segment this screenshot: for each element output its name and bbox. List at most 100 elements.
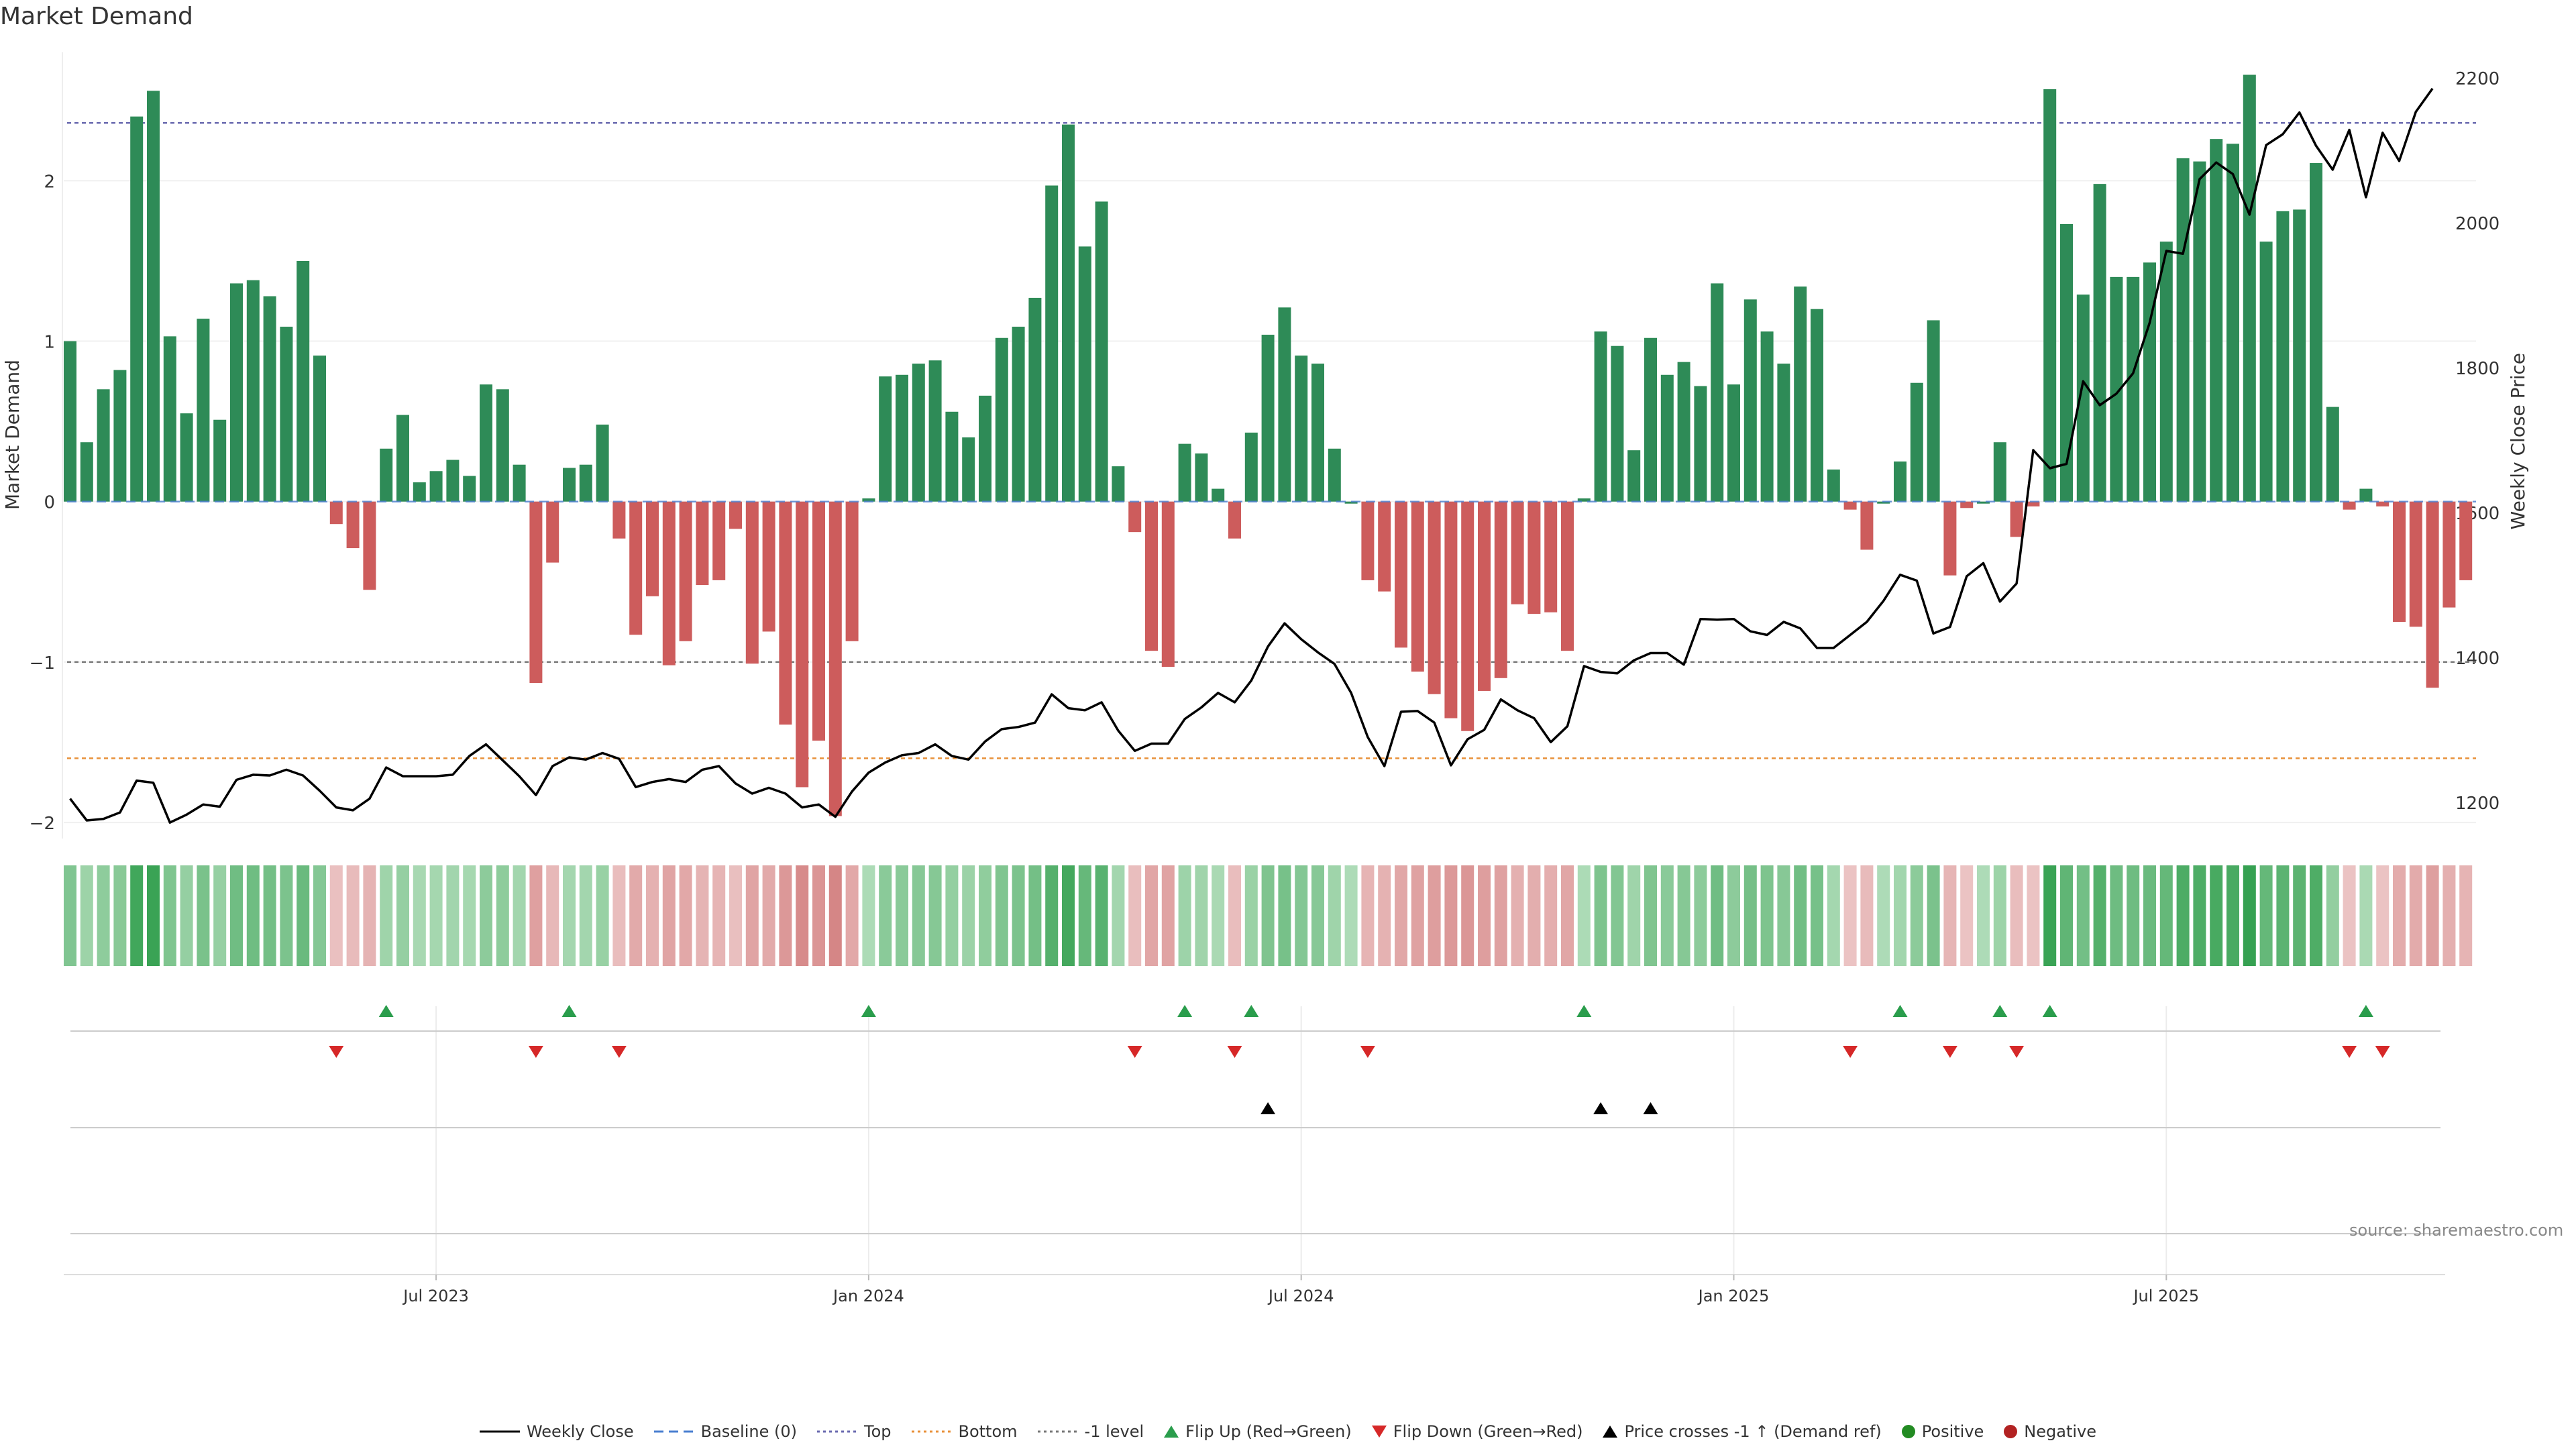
demand-bar	[1444, 501, 1458, 718]
y2-axis-label: Weekly Close Price	[2507, 353, 2529, 530]
demand-bar	[679, 501, 692, 641]
heat-cell	[313, 865, 326, 966]
demand-bar	[1378, 501, 1391, 592]
weekly-close-line	[69, 87, 2434, 824]
heat-cell	[928, 865, 942, 966]
heat-cell	[1361, 865, 1375, 966]
dot-green-icon	[1901, 1425, 1915, 1438]
heat-cell	[2143, 865, 2156, 966]
demand-bar	[1145, 501, 1158, 651]
heat-cell	[2193, 865, 2206, 966]
x-tick-label: Jul 2023	[402, 1287, 469, 1305]
y2-tick-label: 2000	[2455, 214, 2500, 234]
heat-cell	[1145, 865, 1158, 966]
heat-cell	[513, 865, 526, 966]
heat-cell	[1677, 865, 1690, 966]
demand-bar	[2426, 501, 2439, 688]
heat-cell	[2110, 865, 2123, 966]
heat-cell	[1660, 865, 1674, 966]
x-tick-label: Jul 2025	[2132, 1287, 2199, 1305]
demand-bar	[1644, 337, 1657, 502]
heat-cell	[2409, 865, 2422, 966]
heat-cell	[912, 865, 925, 966]
flip-down-marker	[611, 1046, 627, 1058]
demand-bar	[2210, 139, 2223, 502]
flip-down-marker	[2375, 1046, 2390, 1058]
heat-cell	[97, 865, 110, 966]
heat-cell	[546, 865, 559, 966]
demand-bar	[2060, 223, 2073, 502]
demand-bar	[2293, 209, 2306, 502]
heat-cell	[812, 865, 825, 966]
heat-cell	[80, 865, 93, 966]
demand-bar	[113, 370, 127, 502]
demand-bar	[2226, 144, 2239, 502]
heat-cell	[2060, 865, 2073, 966]
flip-up-marker	[1892, 1005, 1908, 1017]
demand-bar	[629, 501, 643, 635]
heat-cell	[662, 865, 676, 966]
heat-cell	[2459, 865, 2473, 966]
legend-item-top: Top	[817, 1422, 892, 1441]
demand-bar	[995, 337, 1008, 502]
heat-cell	[2359, 865, 2373, 966]
heat-cell	[64, 865, 76, 966]
x-tick-label: Jan 2025	[1697, 1287, 1770, 1305]
flip-up-marker	[2358, 1005, 2373, 1017]
heat-cell	[2326, 865, 2339, 966]
heat-cell	[1161, 865, 1175, 966]
demand-bar	[979, 395, 991, 502]
demand-bar	[1860, 501, 1874, 550]
demand-bar	[329, 501, 343, 525]
heat-cell	[762, 865, 775, 966]
legend-item-negative: Negative	[2004, 1422, 2096, 1441]
demand-bar	[696, 501, 709, 586]
heat-cell	[429, 865, 443, 966]
demand-bar	[1361, 501, 1375, 580]
heat-cell	[1611, 865, 1624, 966]
demand-bar	[1627, 450, 1641, 502]
heat-cell	[1244, 865, 1258, 966]
heat-cell	[1278, 865, 1291, 966]
demand-bar	[463, 476, 476, 502]
demand-bar	[712, 501, 726, 580]
chart-title: Market Demand	[0, 3, 193, 30]
demand-bar	[745, 501, 759, 664]
legend-label: Price crosses -1 ↑ (Demand ref)	[1624, 1422, 1882, 1441]
demand-bar	[213, 419, 227, 502]
heat-cell	[1594, 865, 1607, 966]
heat-cell	[396, 865, 409, 966]
demand-bar	[64, 341, 76, 502]
legend-line-dotted-icon	[911, 1430, 952, 1433]
legend-label: Bottom	[958, 1422, 1018, 1441]
demand-bar	[896, 374, 908, 502]
heat-cell	[2426, 865, 2439, 966]
demand-bar	[363, 501, 376, 590]
heat-cell	[596, 865, 609, 966]
demand-bar	[1711, 283, 1724, 502]
demand-bar	[845, 501, 859, 641]
demand-bar	[230, 283, 243, 502]
heat-cell	[1494, 865, 1507, 966]
demand-bar	[1660, 374, 1674, 502]
heat-cell	[1561, 865, 1574, 966]
heat-cell	[1794, 865, 1807, 966]
heat-cell	[779, 865, 792, 966]
demand-bar	[962, 437, 975, 502]
heat-cell	[280, 865, 293, 966]
demand-bar	[313, 356, 326, 502]
demand-bar	[1261, 334, 1275, 502]
heat-cell	[1261, 865, 1275, 966]
heat-cell	[163, 865, 176, 966]
heat-cell	[1178, 865, 1191, 966]
demand-bar	[812, 501, 825, 741]
heat-cell	[1544, 865, 1558, 966]
demand-bar	[2076, 294, 2090, 502]
heat-cell	[1977, 865, 1990, 966]
triangle-up-icon	[1164, 1426, 1179, 1438]
flip-down-marker	[528, 1046, 543, 1058]
heat-cell	[1395, 865, 1407, 966]
heat-cell	[679, 865, 692, 966]
demand-bar	[263, 296, 276, 502]
